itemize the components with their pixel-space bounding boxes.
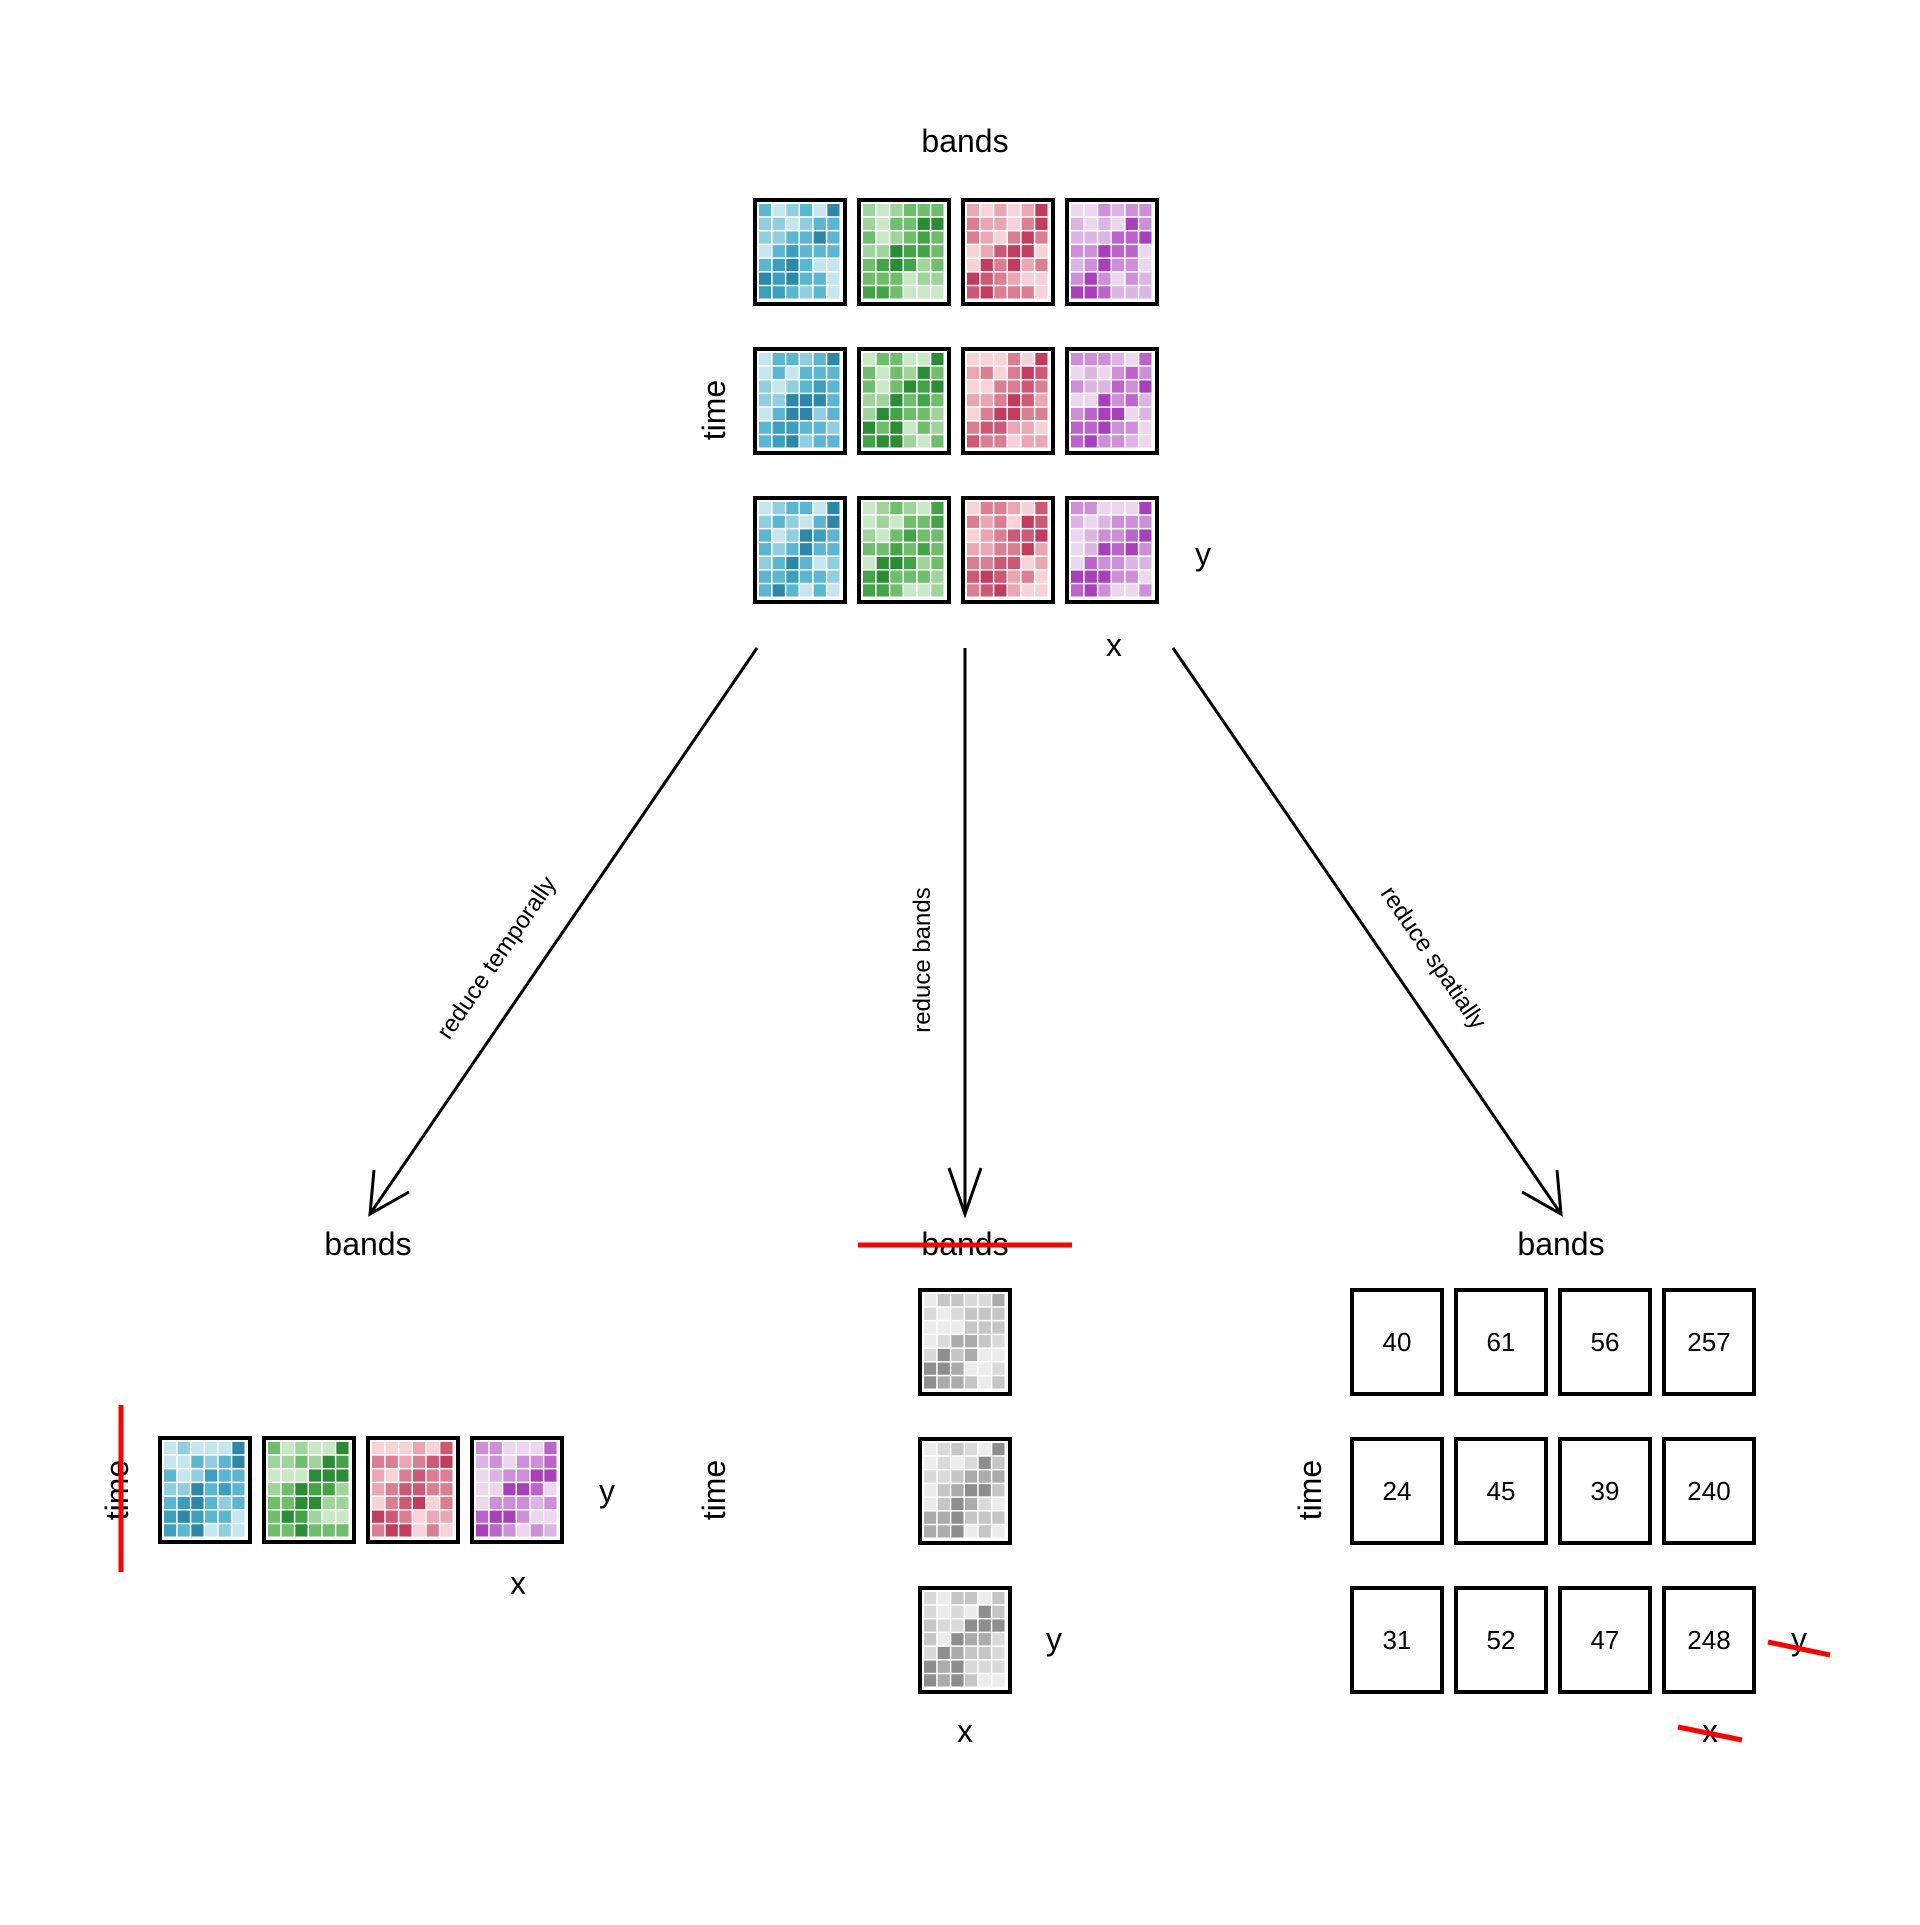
left-bands-label: bands: [324, 1226, 411, 1262]
spatial-result-tile: 40: [1350, 1288, 1444, 1396]
center-x-label: x: [957, 1713, 973, 1749]
temporal-result-tile: [262, 1436, 356, 1544]
reduced-value-label: 61: [1487, 1327, 1516, 1357]
temporal-result-tile: [470, 1436, 564, 1544]
reduced-value-label: 39: [1591, 1476, 1620, 1506]
reduced-value-label: 47: [1591, 1625, 1620, 1655]
source-tiles: [753, 198, 1159, 604]
spatial-result-tile: 248: [1662, 1586, 1756, 1694]
source-tile: [857, 198, 951, 306]
source-tile: [961, 198, 1055, 306]
source-tile: [1065, 198, 1159, 306]
source-tile: [1065, 347, 1159, 455]
spatial-result-tile: 52: [1454, 1586, 1548, 1694]
left-y-label: y: [599, 1473, 615, 1509]
reduce-bands-label: reduce bands: [909, 887, 936, 1032]
temporal-result-tile: [158, 1436, 252, 1544]
spatial-result-tile: 45: [1454, 1437, 1548, 1545]
right-bands-label: bands: [1517, 1226, 1604, 1262]
spatial-result-tile: 31: [1350, 1586, 1444, 1694]
reduced-value-label: 240: [1687, 1476, 1730, 1506]
right-x-strike: [1677, 1724, 1743, 1743]
reduced-value-label: 257: [1687, 1327, 1730, 1357]
result-reduced-bands: bands time y x: [696, 1226, 1072, 1749]
source-bands-label: bands: [921, 123, 1008, 159]
right-y-strike: [1767, 1639, 1831, 1658]
reduced-value-label: 31: [1383, 1625, 1412, 1655]
center-y-label: y: [1046, 1621, 1062, 1657]
reduced-value-label: 248: [1687, 1625, 1730, 1655]
result-reduced-temporally: bands time y x: [99, 1226, 615, 1601]
left-x-label: x: [510, 1565, 526, 1601]
band-result-tile: [918, 1437, 1012, 1545]
left-time-label: time: [99, 1460, 135, 1520]
spatial-result-tile: 240: [1662, 1437, 1756, 1545]
source-tile: [753, 347, 847, 455]
reduced-value-label: 24: [1383, 1476, 1412, 1506]
source-tile: [961, 496, 1055, 604]
source-tile: [1065, 496, 1159, 604]
right-time-label: time: [1292, 1460, 1328, 1520]
temporal-result-tile: [366, 1436, 460, 1544]
reduced-value-label: 52: [1487, 1625, 1516, 1655]
source-tile: [961, 347, 1055, 455]
source-y-label: y: [1195, 536, 1211, 572]
spatial-result-tile: 56: [1558, 1288, 1652, 1396]
spatial-result-tile: 47: [1558, 1586, 1652, 1694]
spatial-result-tile: 24: [1350, 1437, 1444, 1545]
left-tiles: [158, 1436, 564, 1544]
source-cube: bands time y x: [696, 123, 1211, 663]
source-tile: [857, 496, 951, 604]
arrow-reduce-temporally: reduce temporally: [368, 647, 759, 1217]
spatial-result-tile: 39: [1558, 1437, 1652, 1545]
spatial-result-tile: 61: [1454, 1288, 1548, 1396]
source-x-label: x: [1106, 627, 1122, 663]
result-reduced-spatially: bands time y x 4061562572445392403152472…: [1292, 1226, 1831, 1749]
center-tiles: [918, 1288, 1012, 1694]
right-tiles: 40 61 56 257 24 45 39 240 31 52 47 248: [1350, 1288, 1756, 1694]
arrow-reduce-bands: reduce bands: [909, 648, 983, 1219]
source-tile: [753, 496, 847, 604]
source-time-label: time: [696, 380, 732, 440]
reduce-spatially-label: reduce spatially: [1375, 881, 1491, 1034]
band-result-tile: [918, 1288, 1012, 1396]
reduced-value-label: 40: [1383, 1327, 1412, 1357]
spatial-result-tile: 257: [1662, 1288, 1756, 1396]
source-tile: [857, 347, 951, 455]
reduced-value-label: 45: [1487, 1476, 1516, 1506]
arrow-reduce-spatially: reduce spatially: [1171, 647, 1563, 1217]
source-tile: [753, 198, 847, 306]
center-time-label: time: [696, 1460, 732, 1520]
reduce-temporally-label: reduce temporally: [432, 871, 562, 1044]
band-result-tile: [918, 1586, 1012, 1694]
reduced-value-label: 56: [1591, 1327, 1620, 1357]
